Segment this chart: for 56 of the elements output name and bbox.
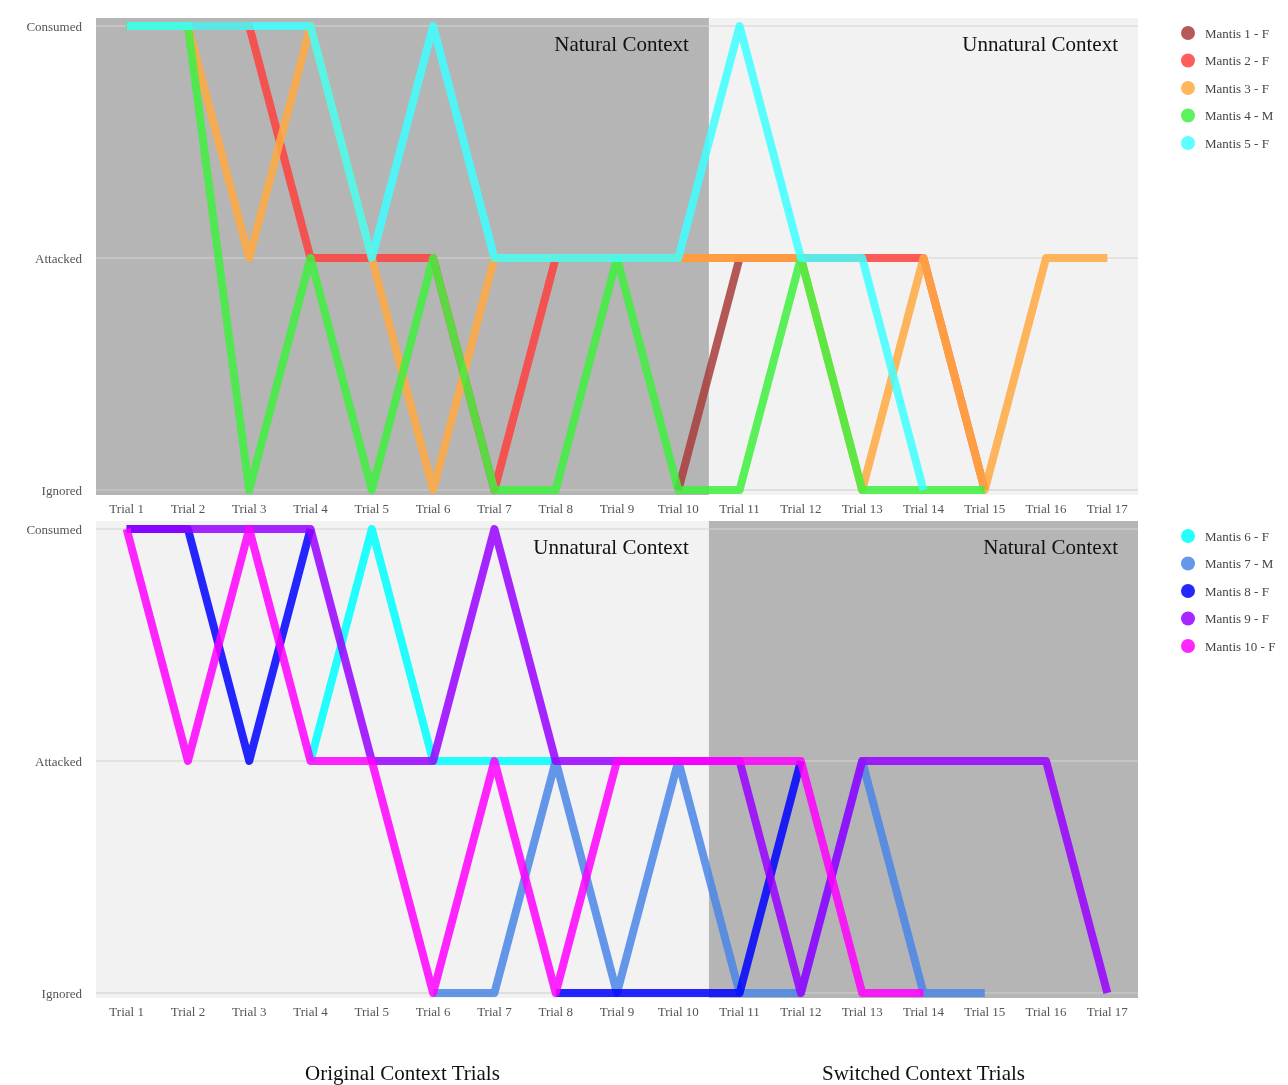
x-tick-label: Trial 15 (964, 1004, 1006, 1019)
legend-label: Mantis 1 - F (1205, 25, 1269, 41)
x-tick-label: Trial 7 (477, 501, 513, 516)
band-label: Unnatural Context (533, 535, 690, 559)
x-tick-label: Trial 3 (231, 501, 267, 516)
x-tick-label: Trial 4 (293, 501, 329, 516)
legend-label: Mantis 7 - M (1205, 556, 1274, 572)
category-label: Consumed (26, 18, 82, 34)
x-tick-label: Trial 17 (1086, 501, 1129, 516)
x-tick-label: Trial 13 (841, 501, 883, 516)
x-tick-label: Trial 12 (780, 501, 822, 516)
x-tick-label: Trial 9 (599, 501, 635, 516)
legend-label: Mantis 8 - F (1205, 583, 1269, 599)
x-tick-label: Trial 7 (477, 1004, 513, 1019)
x-tick-label: Trial 15 (964, 501, 1006, 516)
x-tick-label: Trial 11 (719, 501, 760, 516)
x-tick-label: Trial 8 (538, 501, 573, 516)
category-label: Ignored (41, 985, 82, 1001)
band-label: Natural Context (983, 535, 1119, 559)
x-tick-label: Trial 5 (354, 1004, 390, 1019)
text: Original Context Trials (305, 1061, 500, 1085)
x-tick-label: Trial 10 (657, 1004, 699, 1019)
x-tick-label: Trial 13 (841, 1004, 883, 1019)
category-label: Ignored (41, 482, 82, 498)
x-tick-label: Trial 16 (1025, 1004, 1068, 1019)
legend-label: Mantis 6 - F (1205, 528, 1269, 544)
x-tick-label: Trial 8 (538, 1004, 573, 1019)
legend-label: Mantis 10 - F (1205, 638, 1276, 654)
x-tick-label: Trial 2 (170, 1004, 206, 1019)
legend-label: Mantis 2 - F (1205, 53, 1269, 69)
x-tick-label: Trial 12 (780, 1004, 822, 1019)
legend-label: Mantis 4 - M (1205, 108, 1274, 124)
x-tick-label: Trial 4 (293, 1004, 329, 1019)
x-tick-label: Trial 1 (109, 1004, 144, 1019)
x-tick-label: Trial 1 (109, 501, 144, 516)
text: Switched Context Trials (821, 1061, 1025, 1085)
x-tick-label: Trial 11 (719, 1004, 760, 1019)
x-tick-label: Trial 3 (231, 1004, 267, 1019)
band-label: Unnatural Context (962, 32, 1119, 56)
x-tick-label: Trial 17 (1086, 1004, 1129, 1019)
legend-label: Mantis 5 - F (1205, 135, 1269, 151)
x-tick-label: Trial 2 (170, 501, 206, 516)
category-label: Consumed (26, 521, 82, 537)
x-tick-label: Trial 14 (902, 1004, 945, 1019)
x-tick-label: Trial 6 (415, 501, 451, 516)
category-label: Attacked (35, 250, 82, 266)
legend-label: Mantis 3 - F (1205, 80, 1269, 96)
x-tick-label: Trial 14 (902, 501, 945, 516)
x-tick-label: Trial 10 (657, 501, 699, 516)
x-tick-label: Trial 9 (599, 1004, 635, 1019)
x-tick-label: Trial 16 (1025, 501, 1068, 516)
x-tick-label: Trial 6 (415, 1004, 451, 1019)
category-label: Attacked (35, 753, 82, 769)
band-label: Natural Context (554, 32, 690, 56)
legend-label: Mantis 9 - F (1205, 611, 1269, 627)
x-tick-label: Trial 5 (354, 501, 390, 516)
